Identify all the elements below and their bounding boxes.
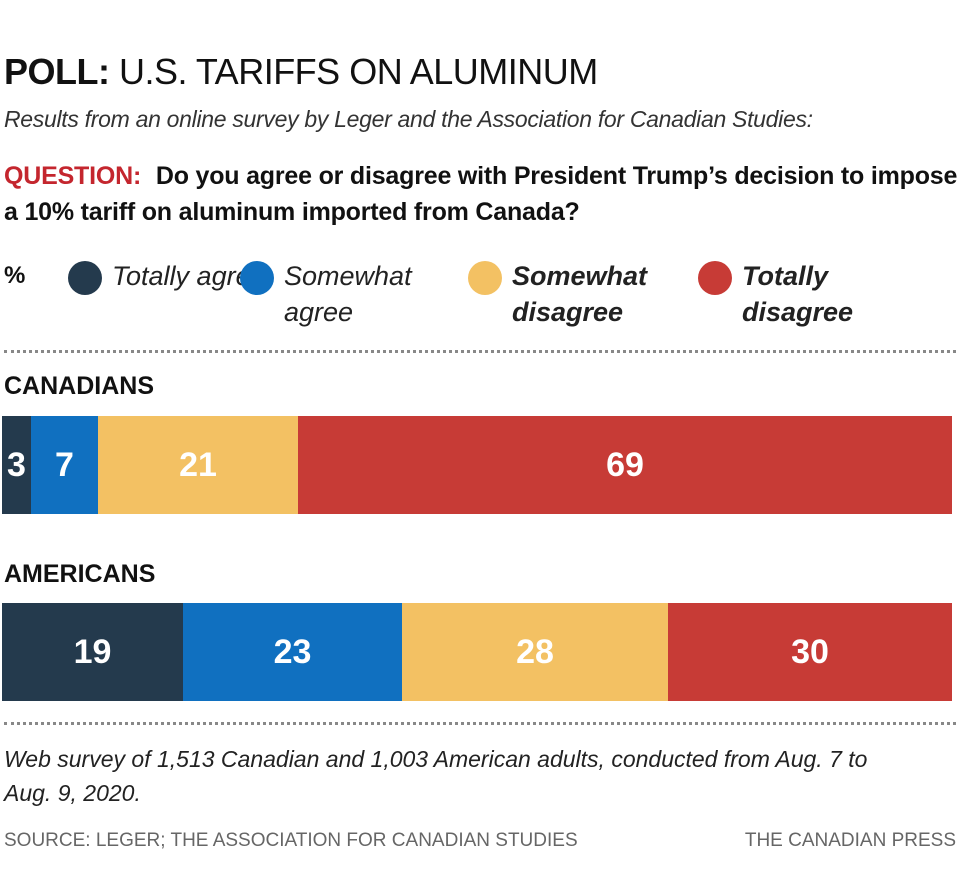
title-prefix: POLL:: [4, 51, 110, 92]
data-label-americans-totally-disagree: 30: [791, 632, 829, 671]
legend-label-somewhat-disagree: Somewhat disagree: [512, 261, 648, 327]
data-label-americans-somewhat-disagree: 28: [516, 632, 554, 671]
legend-item-totally-disagree: Totally disagree: [698, 258, 912, 330]
group-label-canadians: CANADIANS: [4, 372, 154, 400]
credit-line: THE CANADIAN PRESS: [744, 830, 956, 851]
divider-bottom: [4, 722, 956, 725]
data-label-canadians-totally-disagree: 69: [606, 445, 644, 484]
bar-segment-canadians-totally-agree: 3: [2, 416, 31, 514]
source-line: SOURCE: LEGER; THE ASSOCIATION FOR CANAD…: [4, 830, 578, 851]
title-text: U.S. TARIFFS ON ALUMINUM: [119, 51, 598, 92]
data-label-canadians-somewhat-disagree: 21: [179, 445, 217, 484]
chart-title: POLL: U.S. TARIFFS ON ALUMINUM: [4, 50, 598, 94]
bar-segment-americans-totally-agree: 19: [2, 603, 183, 701]
group-label-americans: AMERICANS: [4, 560, 156, 588]
bar-segment-americans-totally-disagree: 30: [668, 603, 952, 701]
bar-segment-canadians-somewhat-agree: 7: [31, 416, 98, 514]
data-label-americans-somewhat-agree: 23: [273, 632, 312, 671]
legend-item-somewhat-disagree: Somewhat disagree: [468, 258, 682, 330]
stacked-bar-canadians: 3 7 21 69: [2, 416, 952, 514]
legend-item-somewhat-agree: Somewhat agree: [240, 258, 454, 330]
legend-swatch-totally-agree: [68, 261, 102, 295]
question-label: QUESTION:: [4, 162, 142, 190]
unit-label: %: [4, 262, 26, 289]
legend-label-totally-disagree: Totally disagree: [742, 261, 854, 327]
legend-swatch-somewhat-agree: [240, 261, 274, 295]
legend-swatch-somewhat-disagree: [468, 261, 502, 295]
chart-subtitle: Results from an online survey by Leger a…: [4, 106, 813, 132]
question-text: Do you agree or disagree with President …: [4, 162, 958, 226]
survey-note: Web survey of 1,513 Canadian and 1,003 A…: [4, 746, 868, 806]
legend-swatch-totally-disagree: [698, 261, 732, 295]
data-label-canadians-totally-agree: 3: [7, 445, 26, 484]
bar-segment-americans-somewhat-disagree: 28: [402, 603, 668, 701]
survey-question: QUESTION: Do you agree or disagree with …: [4, 158, 959, 230]
stacked-bar-americans: 19 23 28 30: [2, 603, 952, 701]
bar-segment-canadians-somewhat-disagree: 21: [98, 416, 298, 514]
data-label-canadians-somewhat-agree: 7: [55, 445, 74, 484]
data-label-americans-totally-agree: 19: [73, 632, 112, 671]
legend-label-somewhat-agree: Somewhat agree: [284, 261, 412, 327]
bar-segment-americans-somewhat-agree: 23: [183, 603, 402, 701]
divider-top: [4, 350, 956, 353]
bar-segment-canadians-totally-disagree: 69: [298, 416, 952, 514]
